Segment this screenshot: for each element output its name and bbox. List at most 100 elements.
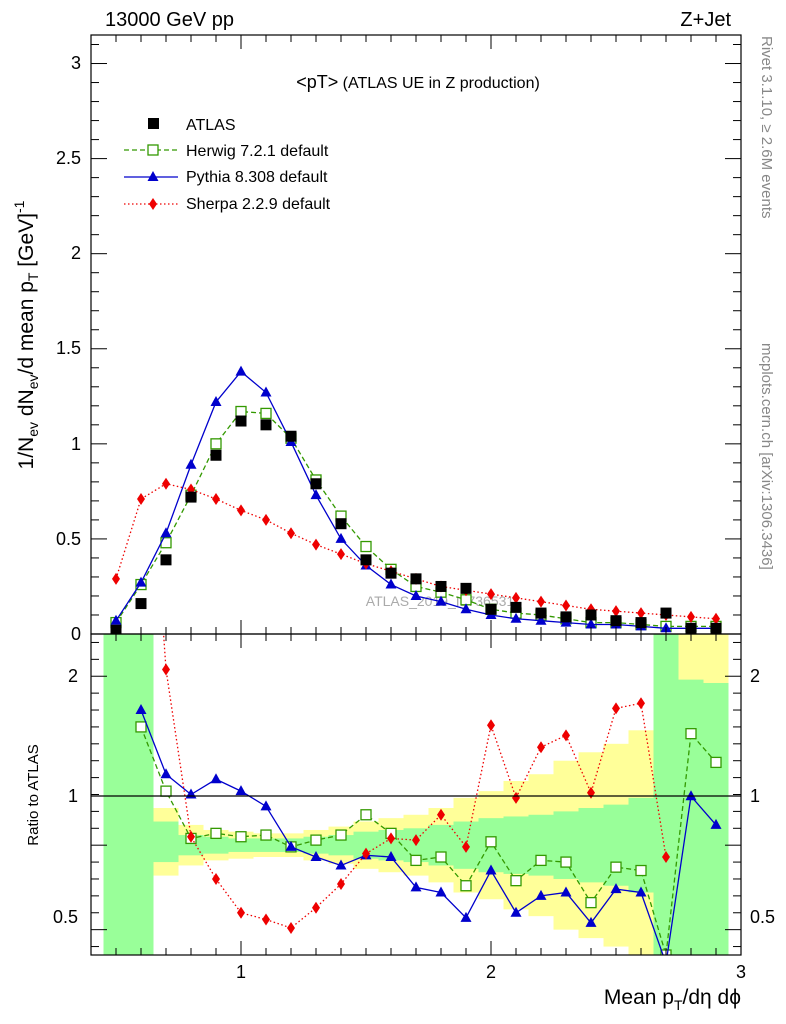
ratio-band-inner	[128, 634, 154, 955]
ylabel-mid: dN	[15, 389, 38, 422]
main-series-group	[110, 365, 722, 634]
ratio-point-sherpa	[512, 791, 520, 804]
ratio-point-pythia	[635, 886, 647, 897]
main-point-data	[185, 491, 197, 503]
ratio-y-tick-label-right: 2	[750, 666, 760, 686]
main-point-sherpa	[212, 492, 220, 505]
main-point-sherpa	[487, 588, 495, 601]
main-point-sherpa	[287, 527, 295, 540]
main-point-data	[460, 582, 472, 594]
main-point-data	[285, 430, 297, 442]
legend-marker-pythia	[147, 171, 159, 181]
main-y-tick-label: 3	[71, 53, 81, 73]
main-y-tick-labels: 0 0.5 1 1.5 2 2.5 3	[56, 53, 81, 644]
main-point-data	[585, 609, 597, 621]
ratio-band-inner	[528, 814, 554, 876]
ratio-band-inner	[603, 804, 629, 886]
main-point-herwig	[210, 438, 222, 450]
main-point-herwig	[260, 407, 272, 420]
ratio-band-inner	[178, 835, 204, 856]
ratio-point-herwig	[710, 756, 722, 769]
main-point-pythia	[335, 532, 347, 543]
ratio-point-sherpa	[187, 830, 195, 843]
ratio-point-herwig	[585, 896, 597, 909]
main-point-pythia	[310, 489, 322, 500]
main-point-pythia	[385, 578, 397, 589]
plot-title-main: <pT>	[296, 72, 338, 92]
ratio-point-pythia	[661, 957, 672, 967]
ratio-point-herwig	[510, 875, 522, 887]
ratio-point-herwig	[210, 827, 222, 840]
main-point-sherpa	[637, 607, 645, 620]
main-point-data	[410, 573, 422, 585]
main-point-sherpa	[612, 605, 620, 618]
ratio-band-inner	[553, 811, 579, 879]
main-point-sherpa	[237, 504, 245, 517]
main-point-data	[635, 617, 647, 629]
ratio-y-tick-label-right: 0.5	[750, 907, 775, 927]
main-point-herwig	[460, 594, 472, 606]
ratio-point-sherpa	[212, 872, 220, 885]
main-point-herwig	[235, 405, 247, 418]
ratio-point-pythia	[410, 881, 422, 892]
mcplots-label: mcplots.cern.ch [arXiv:1306.3436]	[758, 343, 775, 570]
legend-entry-pythia: Pythia 8.308 default	[124, 169, 328, 186]
x-tick-labels: 1 2 3	[236, 962, 746, 982]
ratio-point-pythia	[585, 916, 597, 927]
ratio-point-pythia	[535, 889, 547, 900]
ylabel-sub-ev2: ev	[25, 374, 41, 389]
main-point-sherpa	[262, 513, 270, 526]
xlabel-part-2: /dη dϕ	[683, 986, 741, 1009]
main-point-data	[435, 580, 447, 592]
main-point-data	[660, 607, 672, 619]
ratio-band-inner	[153, 821, 179, 863]
ratio-point-sherpa	[287, 921, 295, 934]
main-point-sherpa	[537, 595, 545, 608]
ratio-point-herwig	[610, 861, 622, 873]
main-point-data	[210, 449, 222, 461]
plot-title: <pT> (ATLAS UE in Z production)	[296, 72, 540, 92]
ratio-point-sherpa	[462, 840, 470, 853]
ratio-band-inner	[228, 838, 254, 852]
ratio-point-pythia	[310, 851, 322, 862]
ratio-point-herwig	[235, 831, 247, 843]
ratio-point-pythia	[185, 788, 197, 799]
ratio-point-herwig	[160, 785, 172, 797]
main-point-data	[485, 603, 497, 615]
main-y-tick-label: 0	[71, 624, 81, 644]
ratio-point-pythia	[435, 886, 447, 897]
ratio-band-inner	[103, 634, 129, 955]
legend-entry-herwig: Herwig 7.2.1 default	[124, 143, 329, 160]
main-point-data	[335, 518, 347, 530]
ratio-point-herwig	[410, 854, 422, 867]
main-point-pythia	[510, 612, 522, 623]
ylabel-sub-ev: ev	[25, 422, 41, 437]
ratio-band-inner	[503, 816, 529, 874]
ratio-point-sherpa	[262, 913, 270, 926]
main-point-data	[510, 601, 522, 613]
ylabel-sup: -1	[11, 200, 27, 213]
ratio-point-pythia	[285, 840, 297, 851]
ratio-point-pythia	[335, 859, 347, 870]
rivet-version-label: Rivet 3.1.10, ≥ 2.6M events	[758, 36, 775, 219]
ratio-band-inner	[628, 797, 654, 893]
x-tick-label: 2	[486, 962, 496, 982]
ratio-point-pythia	[135, 704, 147, 715]
main-point-pythia	[235, 365, 247, 376]
x-tick-label: 3	[736, 962, 746, 982]
main-point-sherpa	[137, 492, 145, 505]
ratio-band-inner	[653, 634, 679, 955]
plot-title-sub: (ATLAS UE in Z production)	[338, 75, 540, 92]
ratio-point-pythia	[685, 790, 697, 801]
ratio-point-herwig	[685, 728, 697, 740]
ratio-point-pythia	[210, 773, 222, 784]
ratio-band-inner	[253, 838, 279, 852]
ratio-point-herwig	[360, 809, 372, 821]
ratio-point-herwig	[310, 834, 322, 846]
main-point-data	[560, 611, 572, 623]
main-point-sherpa	[512, 591, 520, 604]
main-series-layer	[110, 365, 722, 634]
ratio-point-pythia	[385, 851, 397, 862]
ratio-point-sherpa	[637, 697, 645, 710]
ratio-y-tick-label: 2	[68, 666, 78, 686]
